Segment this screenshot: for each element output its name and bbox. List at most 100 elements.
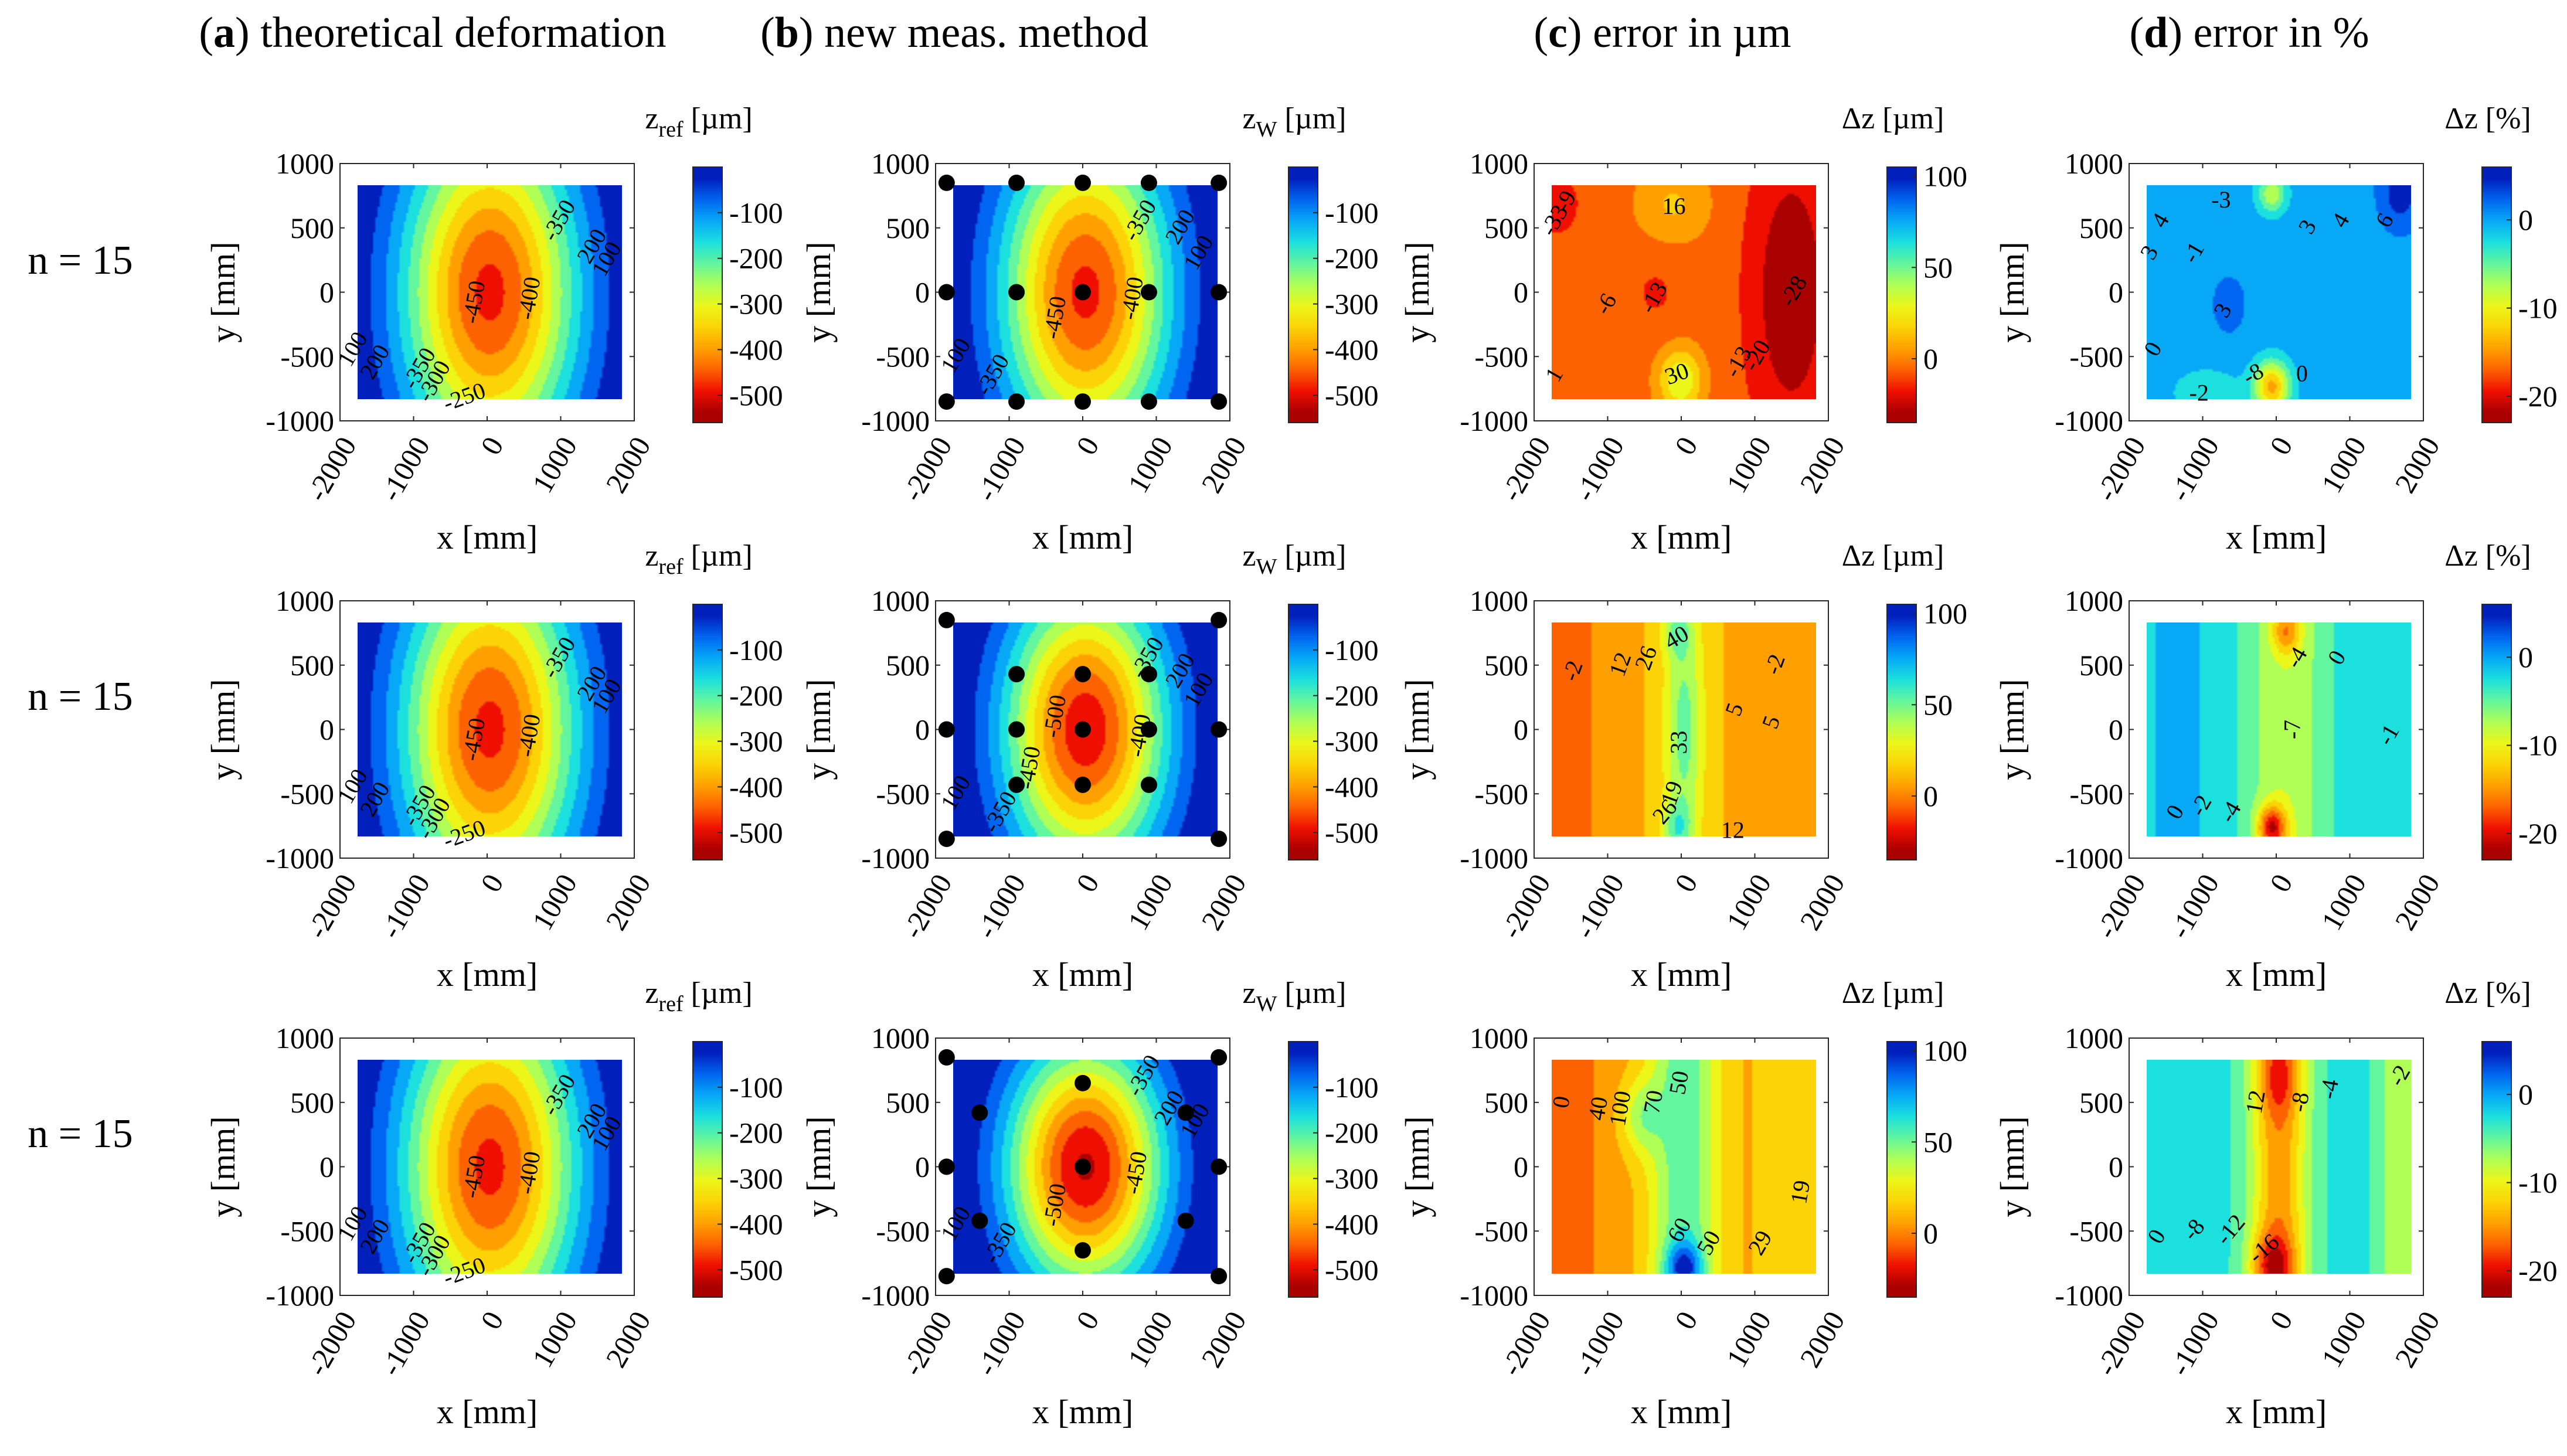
title-text: new meas. method — [814, 9, 1148, 57]
x-tick-label: 1000 — [1121, 431, 1179, 499]
colorbar-label-sub: ref — [658, 992, 684, 1016]
measurement-point — [938, 1049, 955, 1066]
title-paren-open: ( — [199, 9, 213, 57]
x-tick-label: 0 — [474, 1306, 510, 1335]
colorbar-label-sub: ref — [658, 554, 684, 579]
contour-label: 12 — [1721, 817, 1745, 843]
contour-fill — [2147, 622, 2411, 836]
x-tick-label: 0 — [1668, 1306, 1704, 1335]
x-tick-label: -2000 — [2089, 1306, 2152, 1382]
colorbar-label-main: Δz [µm] — [1842, 977, 1944, 1010]
y-tick-label: -1000 — [2055, 1279, 2123, 1312]
y-tick-label: -500 — [2069, 340, 2123, 373]
colorbar-label-main: Δz [%] — [2444, 102, 2531, 135]
colorbar-tick-label: -400 — [729, 1207, 783, 1240]
y-axis-label: y [mm] — [1993, 679, 2031, 780]
measurement-point — [1008, 284, 1025, 301]
colorbar-tick-label: 0 — [2518, 1078, 2533, 1111]
measurement-point — [1211, 721, 1228, 738]
colorbar-tick-label: -200 — [729, 242, 783, 275]
y-tick-label: 0 — [319, 276, 334, 309]
measurement-point — [1140, 776, 1157, 793]
x-tick-label: 0 — [1070, 1306, 1106, 1335]
colorbar-label: zref [µm] — [645, 539, 752, 579]
row-label: n = 15 — [28, 1111, 132, 1156]
measurement-point — [1075, 721, 1091, 738]
x-tick-label: 0 — [474, 869, 510, 898]
colorbar-gradient — [1288, 167, 1318, 423]
y-tick-label: 500 — [2079, 212, 2123, 244]
colorbar-label-unit: [µm] — [684, 102, 753, 135]
x-tick-label: 0 — [1070, 869, 1106, 898]
colorbar-label-unit: [µm] — [1277, 102, 1346, 135]
colorbar-tick-label: 50 — [1923, 1125, 1953, 1158]
contour-fill — [1552, 622, 1816, 836]
y-tick-label: 1000 — [1470, 1022, 1528, 1054]
y-tick-label: 0 — [2109, 1151, 2123, 1183]
x-tick-label: 0 — [2263, 869, 2299, 898]
contour-label: 12 — [2240, 1088, 2270, 1115]
x-axis-label: x [mm] — [1032, 1393, 1133, 1431]
colorbar-frame — [2481, 604, 2512, 860]
y-tick-label: 500 — [886, 1086, 930, 1119]
x-tick-label: -1000 — [969, 1306, 1032, 1382]
measurement-point — [1177, 1212, 1194, 1229]
x-axis-label: x [mm] — [1631, 518, 1732, 556]
contour-fill — [2147, 185, 2411, 399]
contour-label: 100 — [1604, 1089, 1636, 1128]
colorbar-tick-label: -300 — [1325, 1162, 1379, 1195]
measurement-point — [1075, 1242, 1091, 1259]
colorbar-tick-label: -500 — [1325, 1253, 1379, 1286]
x-tick-label: 1000 — [2315, 431, 2372, 499]
x-tick-label: -1000 — [969, 431, 1032, 507]
measurement-point — [938, 721, 955, 738]
colorbar-label: Δz [%] — [2444, 102, 2531, 135]
column-title: (b) new meas. method — [760, 9, 1148, 57]
colorbar-label-main: z — [645, 977, 658, 1010]
colorbar-label: Δz [%] — [2444, 977, 2531, 1010]
colorbar-gradient — [693, 167, 722, 423]
colorbar-tick-label: -300 — [729, 725, 783, 758]
x-tick-label: -1000 — [373, 869, 436, 944]
colorbar-gradient — [2482, 604, 2511, 860]
x-tick-label: -1000 — [969, 869, 1032, 944]
x-axis-label: x [mm] — [1032, 955, 1133, 994]
colorbar-tick-label: -100 — [729, 196, 783, 229]
colorbar-frame — [1886, 1041, 1917, 1298]
x-tick-label: -2000 — [896, 431, 958, 507]
contour-fill — [358, 185, 622, 399]
x-tick-label: -2000 — [300, 1306, 363, 1382]
colorbar-label: Δz [µm] — [1842, 977, 1944, 1010]
colorbar-tick-label: 100 — [1923, 597, 1967, 630]
colorbar-frame — [2481, 1041, 2512, 1298]
colorbar-tick-label: -400 — [1325, 333, 1379, 366]
measurement-point — [1008, 174, 1025, 191]
colorbar-tick-label: 50 — [1923, 688, 1953, 721]
x-tick-label: 1000 — [1121, 869, 1179, 936]
measurement-point — [938, 1268, 955, 1285]
y-tick-label: -500 — [280, 777, 334, 810]
colorbar-label: zref [µm] — [645, 977, 752, 1016]
title-text: error in % — [2182, 9, 2369, 57]
colorbar-label-sub: W — [1256, 117, 1277, 142]
y-axis-label: y [mm] — [800, 241, 838, 342]
colorbar-frame — [1886, 604, 1917, 860]
colorbar-tick-label: -100 — [1325, 634, 1379, 666]
x-tick-label: -2000 — [896, 1306, 958, 1382]
y-tick-label: 500 — [290, 1086, 334, 1119]
measurement-point — [1075, 776, 1091, 793]
contour-label: -7 — [2279, 720, 2306, 739]
colorbar-label-main: z — [645, 102, 658, 135]
y-tick-label: 500 — [886, 649, 930, 682]
x-tick-label: -1000 — [2163, 869, 2225, 944]
colorbar-tick-label: -500 — [1325, 379, 1379, 411]
colorbar-tick-label: 0 — [1923, 342, 1938, 375]
y-tick-label: -1000 — [266, 404, 334, 437]
contour-label: -2 — [2189, 379, 2209, 406]
row-label: n = 15 — [28, 238, 132, 283]
